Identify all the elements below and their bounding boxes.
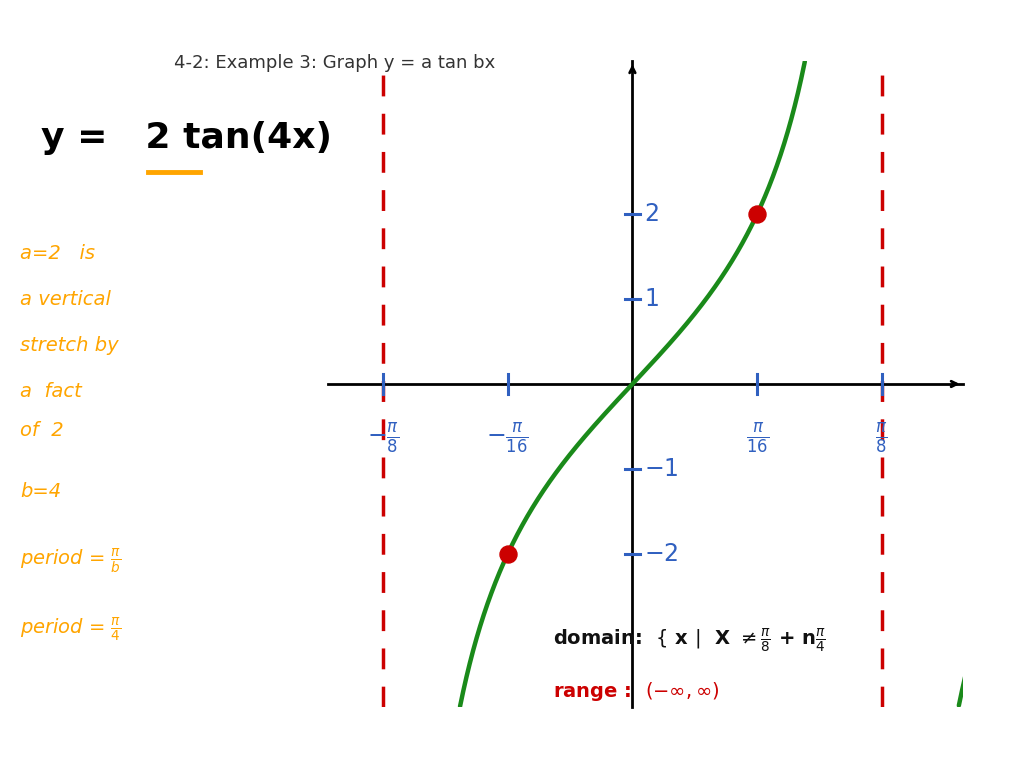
- Text: period = $\frac{\pi}{4}$: period = $\frac{\pi}{4}$: [20, 616, 122, 644]
- Text: a vertical: a vertical: [20, 290, 112, 309]
- Text: $-\frac{\pi}{16}$: $-\frac{\pi}{16}$: [486, 422, 529, 456]
- Text: $2$: $2$: [644, 202, 658, 227]
- Text: $-2$: $-2$: [644, 541, 678, 566]
- Text: range :  $(-\infty, \infty)$: range : $(-\infty, \infty)$: [553, 680, 720, 703]
- Text: of  2: of 2: [20, 421, 65, 439]
- Text: $1$: $1$: [644, 287, 658, 311]
- Text: $-\frac{\pi}{8}$: $-\frac{\pi}{8}$: [367, 422, 399, 456]
- Text: b=4: b=4: [20, 482, 61, 501]
- Text: a  fact: a fact: [20, 382, 82, 401]
- Text: y =   2 tan(4x): y = 2 tan(4x): [41, 121, 332, 155]
- Text: domain:  $\{$ x $|$  X $\neq \frac{\pi}{8}$ + n$\frac{\pi}{4}$: domain: $\{$ x $|$ X $\neq \frac{\pi}{8}…: [553, 627, 825, 655]
- Text: $\frac{\pi}{8}$: $\frac{\pi}{8}$: [876, 422, 888, 456]
- Text: $\frac{\pi}{16}$: $\frac{\pi}{16}$: [745, 422, 769, 456]
- Text: a=2   is: a=2 is: [20, 244, 95, 263]
- Text: $-1$: $-1$: [644, 457, 678, 481]
- Point: [749, 208, 765, 220]
- Point: [500, 548, 516, 560]
- Text: 4-2: Example 3: Graph y = a tan bx: 4-2: Example 3: Graph y = a tan bx: [174, 54, 496, 71]
- Text: period = $\frac{\pi}{b}$: period = $\frac{\pi}{b}$: [20, 546, 122, 575]
- Text: stretch by: stretch by: [20, 336, 119, 355]
